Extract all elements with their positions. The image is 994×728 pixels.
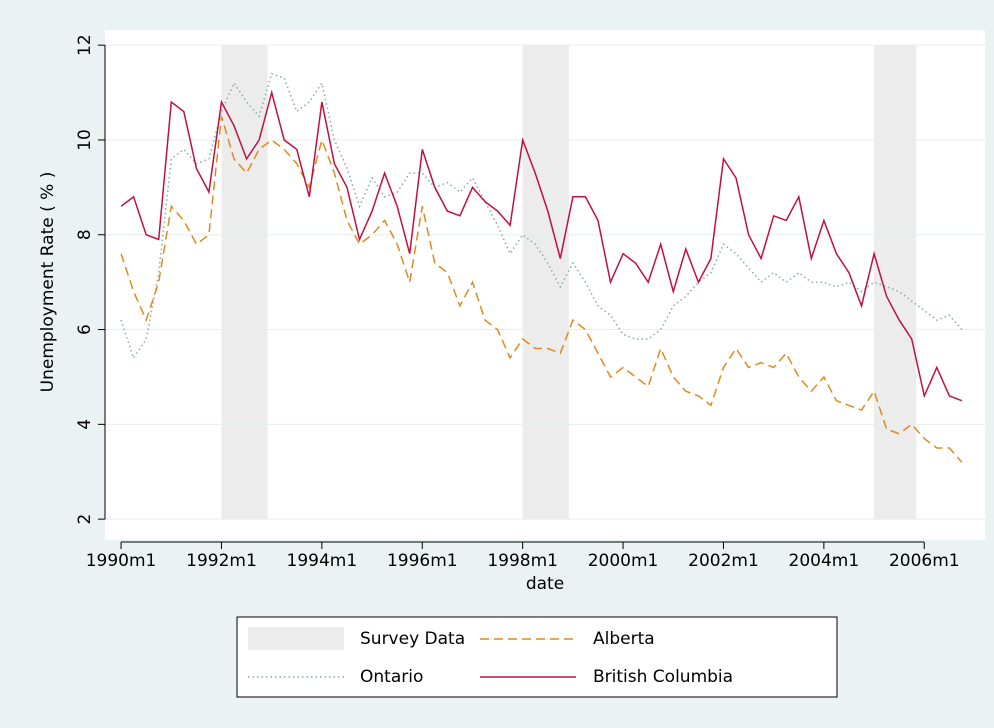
x-axis-title: date [526,574,564,594]
x-tick-label: 1990m1 [86,551,157,571]
series-line [120,72,963,360]
series-line [120,116,963,463]
y-tick-label: 4 [75,419,95,430]
x-tick-label: 1996m1 [387,551,458,571]
x-tick-label: 1998m1 [487,551,558,571]
survey-shade [522,45,569,520]
y-tick-label: 10 [75,129,95,151]
y-tick-label: 2 [75,514,95,525]
legend-swatch [248,627,344,650]
legend-label: Ontario [360,667,423,687]
legend-label: Alberta [593,629,655,649]
legend-label: British Columbia [593,667,733,687]
x-tick-label: 1992m1 [186,551,257,571]
survey-shade [221,45,268,520]
y-axis-title: Unemployment Rate ( % ) [38,172,58,393]
y-tick-label: 12 [75,34,95,56]
x-tick-label: 1994m1 [287,551,358,571]
survey-shade [874,45,917,520]
x-tick-label: 2006m1 [889,551,960,571]
y-tick-label: 8 [75,229,95,240]
x-tick-label: 2002m1 [688,551,759,571]
x-tick-label: 2004m1 [789,551,860,571]
x-tick-label: 2000m1 [588,551,659,571]
legend-label: Survey Data [360,629,465,649]
y-tick-label: 6 [75,324,95,335]
series-line [120,89,963,402]
